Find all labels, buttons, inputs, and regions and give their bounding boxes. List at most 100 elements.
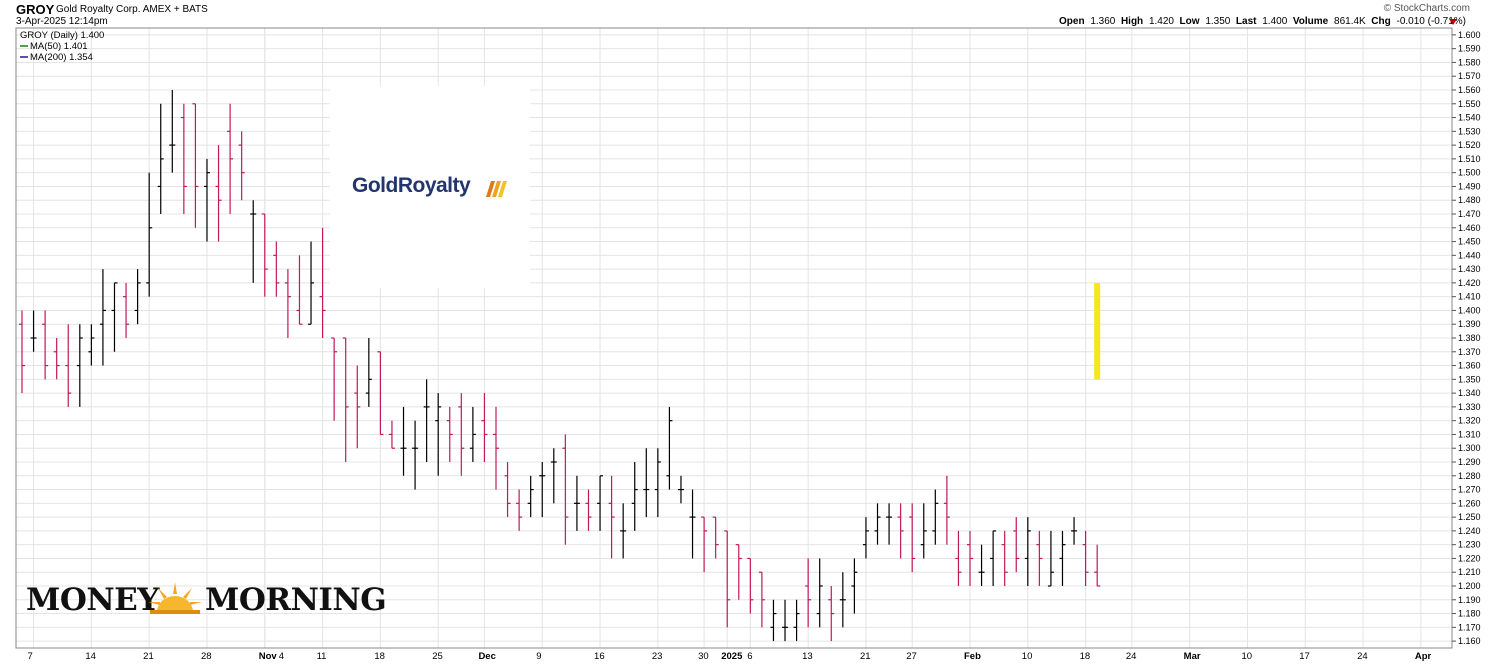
ohlc-bar [19,310,25,394]
ohlc-bar [446,406,453,462]
ohlc-bars [19,90,1101,642]
x-tick-label: 10 [1022,651,1033,662]
ohlc-bar [758,571,765,628]
ohlc-bar [423,379,430,462]
ohlc-bar [909,503,916,573]
x-tick-label: Dec [478,651,495,662]
ohlc-bar [955,530,962,586]
ohlc-bar [805,558,812,628]
ohlc-bar [458,393,465,476]
ohlc-bar [724,530,731,628]
y-tick-label: 1.400 [1458,305,1481,315]
ohlc-bar [932,489,939,545]
x-tick-label: 11 [317,651,327,662]
ohlc-bar [1024,517,1031,586]
x-tick-label: 2025 [721,651,743,662]
ohlc-bar [134,269,141,325]
open-label: Open [1059,16,1085,27]
x-tick-label: 4 [279,651,284,662]
ohlc-bar [516,489,523,531]
legend-ma50: MA(50) 1.401 [30,41,88,52]
y-tick-label: 1.370 [1458,347,1481,357]
ohlc-bar [770,599,777,642]
x-tick-label: Apr [1415,651,1432,662]
y-tick-label: 1.510 [1458,154,1481,164]
ohlc-bar [238,131,245,201]
ohlc-bar [481,393,488,462]
x-tick-label: 14 [85,651,96,662]
gold-royalty-logo-text: GoldRoyalty [352,174,471,197]
y-tick-label: 1.470 [1458,209,1481,219]
ohlc-bar [157,103,164,214]
down-arrow-icon [1449,19,1457,25]
ohlc-bar [504,462,511,518]
x-tick-label: 27 [906,651,917,662]
x-tick-label: Nov [259,651,278,662]
ohlc-bar [978,544,985,586]
ohlc-bar [296,255,303,325]
ohlc-bar [539,462,546,518]
high-value: 1.420 [1148,16,1174,27]
y-tick-label: 1.290 [1458,457,1481,467]
x-tick-label: Feb [964,651,981,662]
money-morning-logo-left: MONEY [26,582,159,618]
ohlc-bar [146,172,153,297]
y-tick-label: 1.590 [1458,44,1481,54]
ohlc-bar [862,517,869,559]
ohlc-bar [227,103,234,214]
y-tick-label: 1.250 [1458,512,1481,522]
y-tick-label: 1.190 [1458,595,1481,605]
chg-label: Chg [1371,16,1391,27]
volume-value: 861.4K [1334,16,1366,27]
y-tick-label: 1.430 [1458,264,1481,274]
y-tick-label: 1.360 [1458,361,1481,371]
legend-ma200: MA(200) 1.354 [30,52,93,63]
ohlc-bar [65,324,72,407]
ohlc-bar [677,475,684,504]
y-tick-label: 1.540 [1458,113,1481,123]
x-tick-label: 7 [28,651,33,662]
chart-header: GROY Gold Royalty Corp. AMEX + BATS 3-Ap… [0,0,1500,28]
low-label: Low [1179,16,1200,27]
ohlc-bar [169,90,176,173]
x-tick-label: 30 [698,651,709,662]
ohlc-bar [261,213,268,297]
ohlc-bar [828,586,835,642]
y-tick-label: 1.490 [1458,181,1481,191]
ohlc-bar [1094,544,1101,587]
ohlc-bar [943,475,950,545]
open-value: 1.360 [1090,16,1116,27]
chart-grid [16,28,1452,648]
y-tick-label: 1.600 [1458,30,1481,40]
y-tick-label: 1.350 [1458,374,1481,384]
ohlc-bar [886,503,893,545]
ohlc-bar [920,503,927,559]
stockcharts-credit[interactable]: © StockCharts.com [1383,3,1470,14]
x-tick-label: 6 [747,651,752,662]
ohlc-bar [469,406,476,462]
ohlc-bar [388,420,395,449]
x-tick-label: 10 [1241,651,1252,662]
volume-label: Volume [1292,16,1329,27]
y-tick-label: 1.220 [1458,553,1481,563]
ohlc-bar [365,338,372,407]
ohlc-bar [342,337,349,462]
x-tick-label: 18 [374,651,385,662]
y-tick-label: 1.570 [1458,71,1481,81]
ohlc-bar [88,324,95,366]
ohlc-bar [712,516,719,559]
ohlc-bar [250,200,257,283]
y-tick-label: 1.260 [1458,498,1481,508]
moving-averages [1094,282,1101,380]
ohlc-bar [1082,530,1089,586]
ohlc-bar [319,227,326,338]
ohlc-bar [354,365,361,449]
legend-main: GROY (Daily) 1.400 [20,30,104,41]
x-tick-label: 21 [860,651,871,662]
y-tick-label: 1.550 [1458,99,1481,109]
x-tick-label: 24 [1357,651,1368,662]
y-tick-label: 1.160 [1458,636,1481,646]
x-tick-label: 21 [143,651,154,662]
ohlc-bar [990,530,997,586]
chart-legend: GROY (Daily) 1.400 MA(50) 1.401 MA(200) … [20,30,104,63]
